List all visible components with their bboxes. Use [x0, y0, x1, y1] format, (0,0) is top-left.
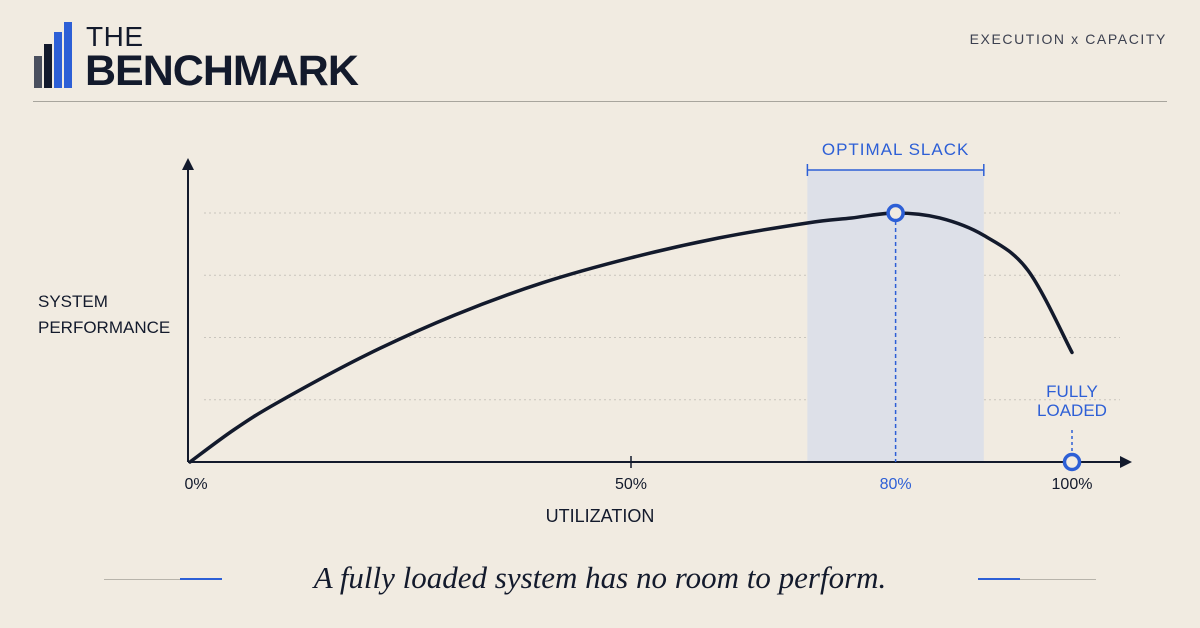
x-axis-arrow: [1120, 456, 1132, 468]
y-axis-label-line1: SYSTEM: [38, 292, 108, 311]
footer-accent-right: [978, 578, 1020, 580]
logo-bars-icon: [34, 22, 74, 88]
optimal-slack-label: OPTIMAL SLACK: [822, 140, 969, 159]
caption: A fully loaded system has no room to per…: [313, 560, 887, 595]
chart-markers: [886, 203, 1082, 472]
x-tick-label: 0%: [184, 476, 207, 493]
logo-wordmark: BENCHMARK: [85, 47, 359, 95]
fully-loaded-label-line2: LOADED: [1037, 401, 1107, 420]
footer-accent-left: [180, 578, 222, 580]
brand-logo: THE BENCHMARK: [34, 21, 374, 95]
header-divider: [33, 101, 1167, 102]
tagline: EXECUTION x CAPACITY: [969, 31, 1167, 47]
y-axis-label-line2: PERFORMANCE: [38, 318, 170, 337]
optimal-slack-bracket: [806, 164, 985, 176]
footer-rule-right: [978, 579, 1096, 580]
chart-axes: [182, 158, 1132, 468]
performance-curve: [188, 211, 1074, 464]
fully-loaded-label-line1: FULLY: [1046, 382, 1098, 401]
x-axis-label: UTILIZATION: [546, 506, 655, 526]
y-axis-arrow: [182, 158, 194, 170]
logo-the: THE: [86, 21, 144, 52]
peak-marker: [886, 203, 905, 223]
footer-rule-left: [104, 579, 222, 580]
fully-loaded-marker: [1062, 452, 1082, 472]
x-ticks: 0% 50% 80% 100%: [184, 456, 1092, 493]
x-tick-label: 100%: [1052, 476, 1093, 493]
x-tick-label: 80%: [880, 476, 912, 493]
x-tick-label: 50%: [615, 476, 647, 493]
